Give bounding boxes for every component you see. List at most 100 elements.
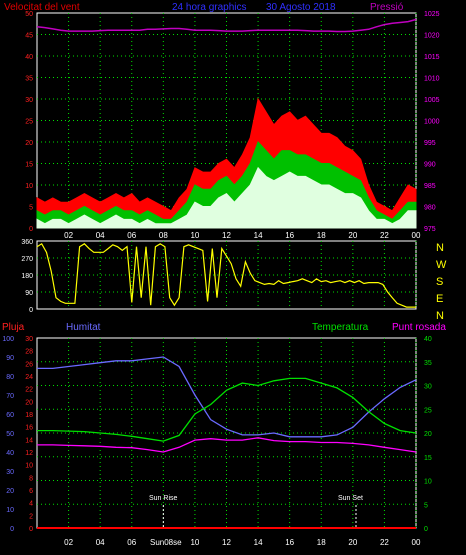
wind-x-tick: 14 <box>254 231 263 240</box>
climate-x-tick: 04 <box>96 538 105 547</box>
temperature-y-tick: 40 <box>424 336 432 343</box>
direction-compass-label: W <box>436 259 447 271</box>
direction-y-tick: 180 <box>21 273 33 280</box>
wind-x-tick: 18 <box>317 231 326 240</box>
climate-x-tick: 12 <box>222 538 231 547</box>
wind-x-tick: 22 <box>380 231 389 240</box>
wind-x-tick: 02 <box>64 231 73 240</box>
wind-y-tick: 50 <box>25 11 33 18</box>
climate-x-tick: 18 <box>317 538 326 547</box>
humidity-y-tick: 0 <box>10 526 14 533</box>
climate-series <box>37 356 417 529</box>
pressure-title: Pressió <box>370 2 404 13</box>
wind-y-tick: 40 <box>25 54 33 61</box>
wind-x-tick: 20 <box>348 231 357 240</box>
climate-temperatura-line <box>37 377 417 442</box>
rain-y-tick: 0 <box>29 526 33 533</box>
wind-x-tick: 08 <box>159 231 168 240</box>
rain-y-tick: 4 <box>29 501 33 508</box>
temperature-y-tick: 30 <box>424 384 432 391</box>
direction-y-tick: 0 <box>29 307 33 314</box>
direction-y-tick: 360 <box>21 239 33 246</box>
humidity-y-tick: 30 <box>6 469 14 476</box>
rain-y-tick: 18 <box>25 412 33 419</box>
wind-low-area <box>36 166 417 229</box>
direction-compass-label: E <box>436 293 443 305</box>
temperature-y-tick: 10 <box>424 479 432 486</box>
humidity-y-tick: 80 <box>6 374 14 381</box>
wind-x-tick: 12 <box>222 231 231 240</box>
wind-series <box>36 18 417 229</box>
wind-y-tick: 35 <box>25 76 33 83</box>
pressure-y-tick: 985 <box>424 183 436 190</box>
rain-y-tick: 2 <box>29 513 33 520</box>
climate-x-tick: 10 <box>190 538 199 547</box>
humidity-y-tick: 40 <box>6 450 14 457</box>
wind-y-tick: 15 <box>25 162 33 169</box>
direction-compass-label: N <box>436 310 444 322</box>
climate-x-tick: 22 <box>380 538 389 547</box>
direction-series <box>36 242 416 308</box>
rain-y-tick: 16 <box>25 425 33 432</box>
rain-y-tick: 22 <box>25 387 33 394</box>
climate-x-tick: 06 <box>127 538 136 547</box>
climate-axes: 02 04 06 10 12 14 16 18 20 22 00051015202530354001… <box>2 336 432 547</box>
humidity-y-tick: 90 <box>6 355 14 362</box>
direction-y-tick: 90 <box>25 290 33 297</box>
direction-compass-label: N <box>436 242 444 254</box>
climate-x-tick: 00 <box>412 538 421 547</box>
pressure-y-tick: 1005 <box>424 97 440 104</box>
humidity-y-tick: 10 <box>6 507 14 514</box>
date-title: 30 Agosto 2018 <box>266 2 336 13</box>
temperature-y-tick: 20 <box>424 431 432 438</box>
pressure-y-tick: 1015 <box>424 54 440 61</box>
climate-x-tick: 16 <box>285 538 294 547</box>
humidity-y-tick: 100 <box>2 336 14 343</box>
period-title: 24 hora graphics <box>172 2 247 13</box>
pressure-y-tick: 990 <box>424 162 436 169</box>
pressure-line <box>36 18 417 33</box>
wind-x-tick: 10 <box>190 231 199 240</box>
humidity-y-tick: 50 <box>6 431 14 438</box>
sunrise-label: Sun Rise <box>149 495 178 502</box>
pressure-y-tick: 995 <box>424 140 436 147</box>
wind-y-tick: 25 <box>25 119 33 126</box>
rain-y-tick: 26 <box>25 361 33 368</box>
pressure-y-tick: 1020 <box>424 33 440 40</box>
temperature-y-tick: 25 <box>424 407 432 414</box>
humidity-y-tick: 70 <box>6 393 14 400</box>
rain-y-tick: 14 <box>25 437 33 444</box>
temperature-y-tick: 0 <box>424 526 428 533</box>
climate-x-tick: 20 <box>348 538 357 547</box>
pressure-y-tick: 1025 <box>424 11 440 18</box>
direction-y-tick: 270 <box>21 256 33 263</box>
dewpoint-title: Punt rosada <box>392 322 446 333</box>
pressure-y-tick: 1000 <box>424 119 440 126</box>
wind-y-tick: 20 <box>25 140 33 147</box>
rain-y-tick: 12 <box>25 450 33 457</box>
rain-y-tick: 6 <box>29 488 33 495</box>
rain-y-tick: 20 <box>25 399 33 406</box>
pressure-y-tick: 975 <box>424 226 436 233</box>
rain-y-tick: 8 <box>29 475 33 482</box>
temperature-y-tick: 35 <box>424 360 432 367</box>
wind-x-tick: 06 <box>127 231 136 240</box>
rain-y-tick: 28 <box>25 349 33 356</box>
humidity-y-tick: 20 <box>6 488 14 495</box>
wind-speed-title: Velocitat del vent <box>4 2 80 13</box>
rain-y-tick: 30 <box>25 336 33 343</box>
pressure-y-tick: 980 <box>424 205 436 212</box>
humidity-y-tick: 60 <box>6 412 14 419</box>
sunrise-axis-label: Sun08se <box>150 538 182 547</box>
rain-y-tick: 10 <box>25 463 33 470</box>
direction-compass-label: S <box>436 276 443 288</box>
climate-humitat-line <box>37 356 417 438</box>
wind-y-tick: 10 <box>25 183 33 190</box>
temperature-y-tick: 15 <box>424 455 432 462</box>
sunset-label: Sun Set <box>338 495 363 502</box>
wind-y-tick: 30 <box>25 97 33 104</box>
wind-axes: 02 04 06 08 10 12 14 16 18 20 22 000510152025303540… <box>25 11 439 240</box>
